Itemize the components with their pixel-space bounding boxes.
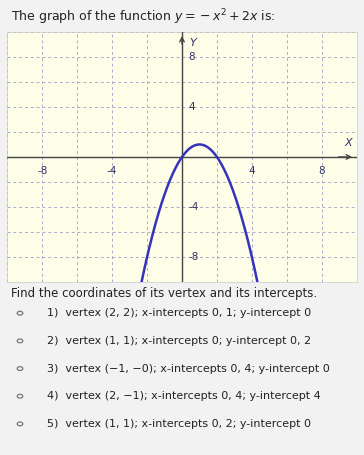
Text: Find the coordinates of its vertex and its intercepts.: Find the coordinates of its vertex and i… [11, 287, 317, 300]
Text: 2)  vertex (1, 1); x-intercepts 0; y-intercept 0, 2: 2) vertex (1, 1); x-intercepts 0; y-inte… [47, 336, 312, 346]
Text: 4: 4 [188, 102, 195, 112]
Text: The graph of the function $y = -x^{2} + 2x$ is:: The graph of the function $y = -x^{2} + … [11, 8, 276, 27]
Text: 4: 4 [249, 166, 255, 176]
Text: 8: 8 [318, 166, 325, 176]
Text: Y: Y [189, 38, 196, 48]
Text: 8: 8 [188, 52, 195, 62]
Text: 1)  vertex (2, 2); x-intercepts 0, 1; y-intercept 0: 1) vertex (2, 2); x-intercepts 0, 1; y-i… [47, 308, 312, 318]
Text: -8: -8 [37, 166, 47, 176]
Text: -8: -8 [188, 252, 198, 262]
Text: 3)  vertex (−1, −0); x-intercepts 0, 4; y-intercept 0: 3) vertex (−1, −0); x-intercepts 0, 4; y… [47, 364, 330, 374]
Text: X: X [344, 138, 352, 148]
Text: -4: -4 [107, 166, 117, 176]
Text: 4)  vertex (2, −1); x-intercepts 0, 4; y-intercept 4: 4) vertex (2, −1); x-intercepts 0, 4; y-… [47, 391, 321, 401]
Text: -4: -4 [188, 202, 198, 212]
Text: 5)  vertex (1, 1); x-intercepts 0, 2; y-intercept 0: 5) vertex (1, 1); x-intercepts 0, 2; y-i… [47, 419, 311, 429]
